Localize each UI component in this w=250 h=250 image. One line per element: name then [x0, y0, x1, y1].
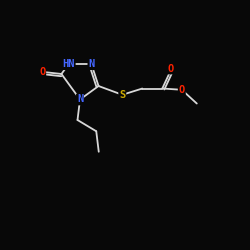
- Text: O: O: [168, 64, 174, 74]
- Text: HN: HN: [62, 59, 75, 69]
- Text: O: O: [179, 85, 185, 95]
- Text: N: N: [77, 94, 83, 104]
- Text: N: N: [88, 59, 94, 69]
- Text: S: S: [119, 90, 126, 100]
- Text: O: O: [39, 67, 45, 77]
